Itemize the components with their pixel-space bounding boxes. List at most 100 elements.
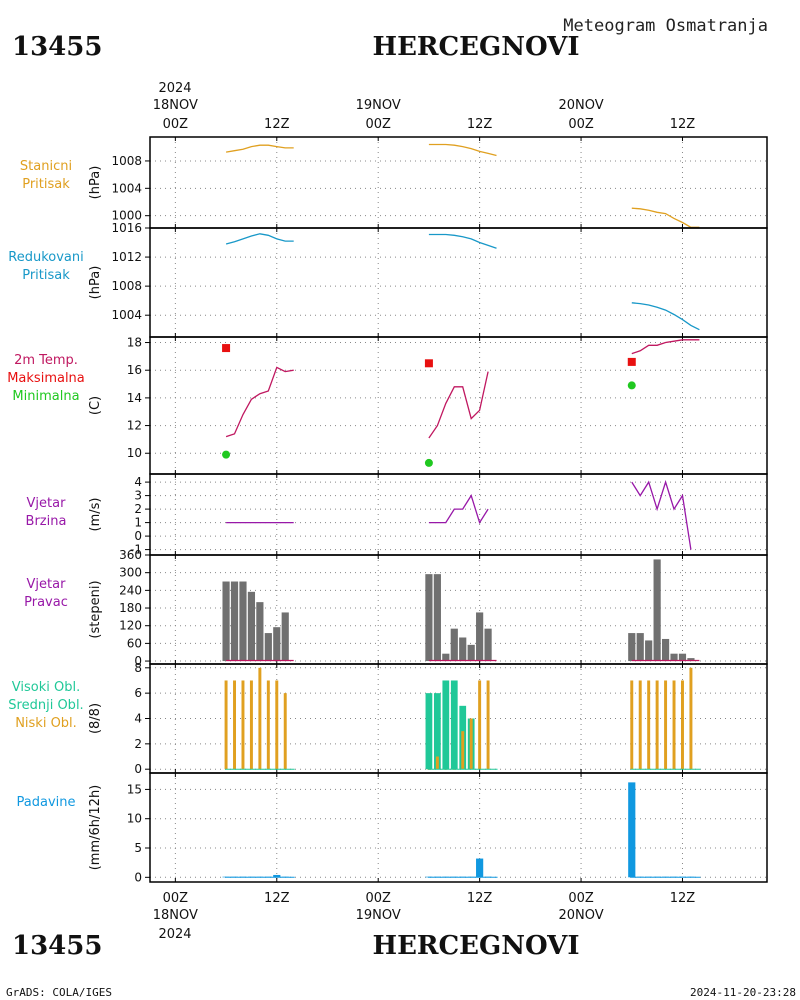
bar <box>672 680 676 770</box>
date-label-bottom: 19NOV <box>356 908 401 923</box>
bar <box>653 559 661 662</box>
bar <box>256 602 264 662</box>
bar <box>478 680 482 770</box>
bar <box>450 628 458 662</box>
bar <box>233 680 236 770</box>
bar <box>645 640 653 662</box>
side-label: Stanicni <box>20 159 72 174</box>
bar <box>661 638 670 662</box>
ytick-label: 10 <box>127 812 142 826</box>
hour-label-top: 12Z <box>467 117 493 132</box>
year-label-top: 2024 <box>158 81 191 96</box>
ytick-label: 8 <box>134 661 142 675</box>
bar <box>241 680 245 770</box>
series-line <box>428 494 489 525</box>
bar <box>222 581 230 662</box>
bar <box>433 693 441 770</box>
date-label-top: 20NOV <box>558 98 603 113</box>
tmax-marker <box>222 344 231 353</box>
bar <box>689 667 693 770</box>
bar <box>670 653 678 662</box>
bar <box>281 612 289 662</box>
series-line <box>631 479 692 550</box>
bar <box>461 731 465 770</box>
bar <box>433 574 441 662</box>
plot-layer: 100010041008(hPa)StanicniPritisak1004100… <box>7 81 768 942</box>
bar <box>655 680 659 770</box>
bar <box>249 680 253 770</box>
ytick-label: 2 <box>134 502 142 516</box>
ylabel: (hPa) <box>88 266 103 300</box>
panel-reduced-pressure: 1004 1008 1012 1016 (hPa) Redukovani Pritisak <box>8 221 768 338</box>
series-line <box>225 366 294 438</box>
bar <box>247 591 256 662</box>
date-label-bottom: 18NOV <box>153 908 198 923</box>
bar <box>258 667 262 770</box>
bar <box>630 680 634 770</box>
side-label: Visoki Obl. <box>12 680 80 695</box>
bar <box>273 874 281 878</box>
ytick-label: 1004 <box>111 308 142 322</box>
bar <box>628 633 636 662</box>
bar <box>664 680 668 770</box>
bar <box>486 680 490 770</box>
bar <box>264 633 272 662</box>
bar <box>647 680 651 770</box>
hour-label-bottom: 12Z <box>467 891 493 906</box>
panel-wind-direction: 0 60 120 180 240 300 360 (stepeni) Vjetar Pravac <box>24 548 768 668</box>
side-label: Pritisak <box>22 268 70 283</box>
bar <box>476 612 484 662</box>
bar <box>678 653 687 662</box>
side-label: Niski Obl. <box>15 716 77 731</box>
ytick-label: 0 <box>134 529 142 543</box>
bar <box>239 581 247 662</box>
ytick-label: 240 <box>119 583 142 597</box>
station-name-top: HERCEGNOVI <box>373 32 580 62</box>
side-label: Pritisak <box>22 177 70 192</box>
station-id-bottom: 13455 <box>12 931 102 961</box>
ytick-label: 4 <box>134 475 142 489</box>
series-line <box>631 207 700 228</box>
ytick-label: 10 <box>127 446 142 460</box>
panel-temperature: 10 12 14 16 18 (C) 2m Temp. Maksimalna Minimalna <box>7 336 768 475</box>
bar <box>442 680 450 770</box>
tmax-marker <box>424 359 433 368</box>
panel-clouds: 0 2 4 6 8 (8/8) Visoki Obl. Srednji Obl. Niski O… <box>8 661 768 776</box>
ytick-label: 1000 <box>111 209 142 223</box>
bar <box>681 680 684 770</box>
series-line <box>428 371 489 439</box>
hour-label-bottom: 00Z <box>568 891 594 906</box>
year-label-bottom: 2024 <box>158 927 191 942</box>
ytick-label: -1 <box>130 543 142 557</box>
side-label: Vjetar <box>27 496 67 511</box>
ytick-label: 5 <box>134 841 142 855</box>
ytick-label: 4 <box>134 712 142 726</box>
ytick-label: 1016 <box>111 221 142 235</box>
ylabel: (stepeni) <box>88 580 103 638</box>
grads-credit: GrADS: COLA/IGES <box>6 986 112 999</box>
ytick-label: 120 <box>119 619 142 633</box>
bar <box>484 628 492 662</box>
ylabel: (hPa) <box>88 166 103 200</box>
bar <box>435 756 439 770</box>
side-label: Padavine <box>17 795 76 810</box>
bar <box>425 693 433 770</box>
date-label-bottom: 20NOV <box>558 908 603 923</box>
bar <box>266 680 270 770</box>
ytick-label: 0 <box>134 762 142 776</box>
bar <box>442 653 450 662</box>
series-line <box>428 233 497 249</box>
bar <box>636 633 644 662</box>
ytick-label: 60 <box>127 636 142 650</box>
bar <box>230 581 239 662</box>
bar <box>224 680 228 770</box>
series-line <box>225 233 294 245</box>
ytick-label: 1008 <box>111 154 142 168</box>
side-label: Pravac <box>24 595 68 610</box>
panel-frame <box>149 772 768 883</box>
bar <box>628 782 636 878</box>
bar <box>275 680 279 770</box>
ytick-label: 1008 <box>111 279 142 293</box>
